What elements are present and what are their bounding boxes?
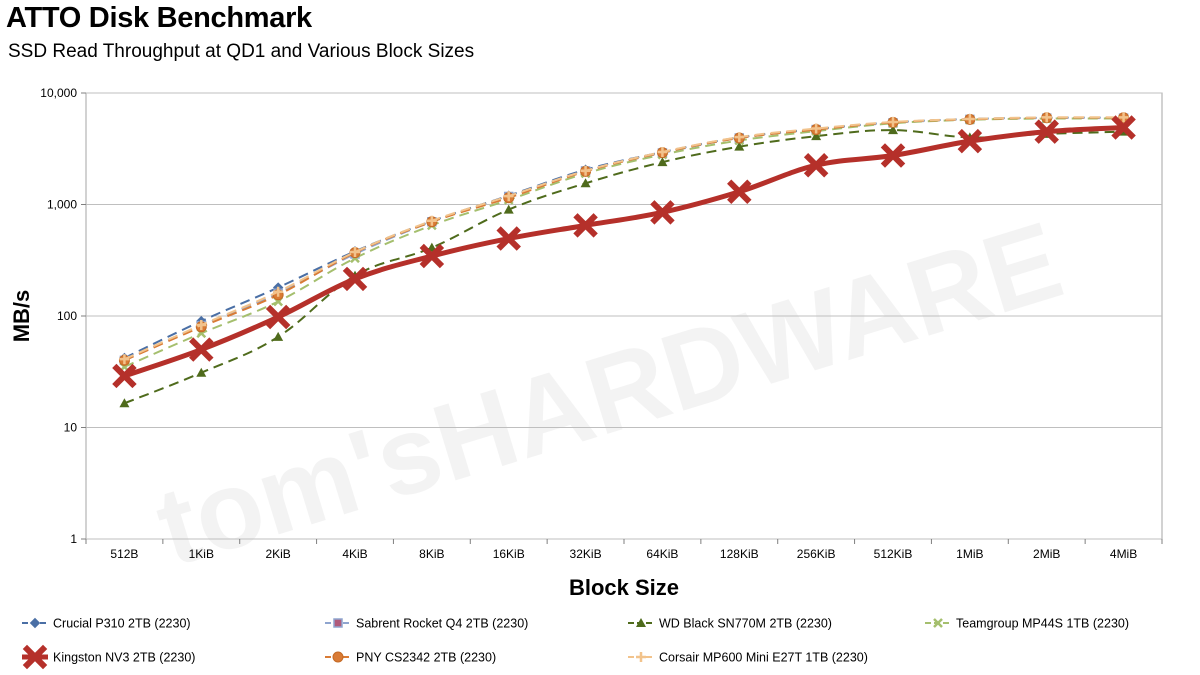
data-point — [1034, 119, 1059, 144]
data-point — [657, 146, 668, 157]
legend-label: Sabrent Rocket Q4 2TB (2230) — [356, 617, 528, 631]
data-point — [573, 213, 598, 238]
y-tick-label: 100 — [57, 309, 77, 323]
x-tick-label: 256KiB — [797, 547, 836, 561]
x-tick-label: 4MiB — [1110, 547, 1137, 561]
data-point — [112, 363, 137, 389]
y-tick-label: 10 — [64, 421, 78, 435]
data-point — [342, 266, 368, 292]
x-tick-label: 1MiB — [956, 547, 983, 561]
data-point — [811, 131, 822, 141]
data-point — [1118, 112, 1129, 123]
legend-label: Corsair MP600 Mini E27T 1TB (2230) — [659, 651, 868, 665]
x-tick-label: 512B — [110, 547, 138, 561]
legend-item-kingston-nv3-2tb-2230: Kingston NV3 2TB (2230) — [22, 644, 195, 670]
data-point — [196, 320, 207, 331]
legend-swatch-marker — [933, 618, 943, 628]
x-tick-label: 2KiB — [265, 547, 290, 561]
x-tick-label: 4KiB — [342, 547, 367, 561]
legend-swatch-marker — [636, 618, 646, 627]
legend-item-corsair-mp600-mini-e27t-1tb-2230: Corsair MP600 Mini E27T 1TB (2230) — [628, 651, 868, 665]
x-axis-title: Block Size — [569, 575, 679, 600]
legend-swatch-marker — [29, 617, 41, 629]
data-point — [734, 141, 745, 151]
data-point — [496, 226, 521, 251]
chart-subtitle: SSD Read Throughput at QD1 and Various B… — [8, 41, 475, 62]
y-tick-label: 10,000 — [40, 86, 77, 100]
data-point — [657, 157, 668, 167]
legend-swatch-marker — [22, 644, 48, 670]
data-point — [803, 152, 829, 178]
y-axis-title: MB/s — [9, 290, 34, 343]
x-tick-label: 1KiB — [189, 547, 214, 561]
data-point — [350, 246, 360, 257]
legend-label: PNY CS2342 2TB (2230) — [356, 651, 496, 665]
data-point — [196, 367, 207, 377]
data-point — [265, 304, 291, 330]
x-tick-label: 512KiB — [874, 547, 913, 561]
data-point — [503, 191, 514, 202]
legend-label: Crucial P310 2TB (2230) — [53, 617, 191, 631]
legend-item-sabrent-rocket-q4-2tb-2230: Sabrent Rocket Q4 2TB (2230) — [325, 617, 528, 631]
x-tick-label: 32KiB — [570, 547, 602, 561]
legend-swatch-marker — [636, 652, 646, 662]
series-kingston-nv3-2tb-2230 — [112, 115, 1136, 389]
x-tick-label: 8KiB — [419, 547, 444, 561]
data-point — [273, 286, 284, 297]
legend-item-wd-black-sn770m-2tb-2230: WD Black SN770M 2TB (2230) — [628, 617, 832, 631]
chart-title: ATTO Disk Benchmark — [6, 2, 312, 34]
data-point — [650, 200, 675, 225]
data-point — [811, 123, 822, 134]
legend-label: Teamgroup MP44S 1TB (2230) — [956, 617, 1129, 631]
data-point — [964, 113, 975, 124]
watermark-text: tom'sHARDWARE — [143, 198, 1075, 589]
legend-label: Kingston NV3 2TB (2230) — [53, 651, 195, 665]
x-tick-label: 16KiB — [493, 547, 525, 561]
legend-item-pny-cs2342-2tb-2230: PNY CS2342 2TB (2230) — [325, 651, 496, 665]
x-tick-label: 128KiB — [720, 547, 759, 561]
data-point — [419, 243, 445, 269]
data-point — [119, 354, 130, 365]
y-tick-label: 1 — [70, 532, 77, 546]
data-point — [957, 128, 983, 154]
legend-item-teamgroup-mp44s-1tb-2230: Teamgroup MP44S 1TB (2230) — [925, 617, 1129, 631]
data-point — [880, 143, 906, 168]
legend-item-crucial-p310-2tb-2230: Crucial P310 2TB (2230) — [22, 617, 191, 631]
data-point — [727, 179, 752, 205]
data-point — [580, 178, 591, 188]
x-tick-label: 64KiB — [646, 547, 678, 561]
data-point — [273, 331, 284, 341]
data-point — [1041, 112, 1052, 123]
legend-swatch-marker — [333, 618, 343, 628]
data-point — [119, 398, 130, 408]
data-point — [580, 165, 591, 176]
data-point — [888, 125, 898, 135]
x-tick-label: 2MiB — [1033, 547, 1060, 561]
data-point — [189, 337, 214, 362]
data-point — [888, 116, 898, 127]
legend-swatch-marker — [332, 651, 344, 663]
y-tick-label: 1,000 — [47, 198, 77, 212]
series-corsair-mp600-mini-e27t-1tb-2230 — [119, 112, 1129, 365]
data-point — [734, 132, 745, 143]
data-point — [1111, 115, 1136, 140]
legend-label: WD Black SN770M 2TB (2230) — [659, 617, 832, 631]
data-point — [503, 204, 514, 214]
data-point — [426, 215, 437, 226]
